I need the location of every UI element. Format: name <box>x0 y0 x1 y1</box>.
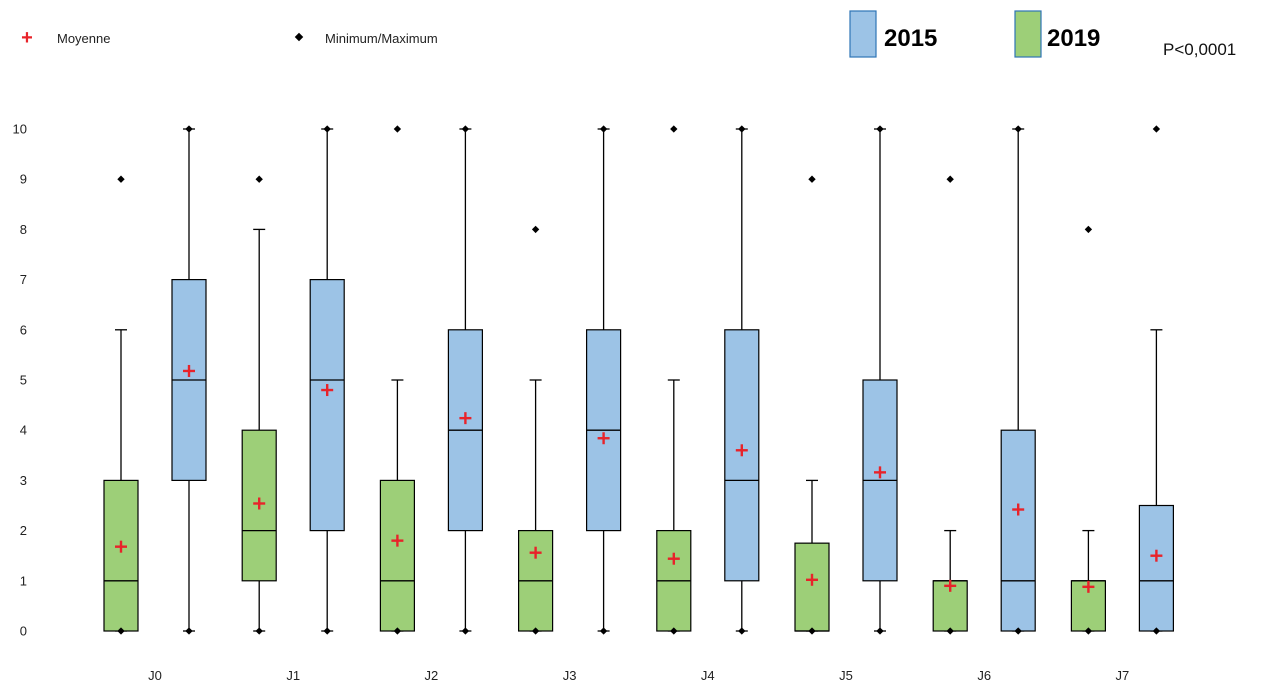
box-2015-J4 <box>724 125 760 635</box>
y-tick-label: 1 <box>20 573 27 588</box>
plot-area <box>103 125 1175 635</box>
max-marker <box>117 175 125 183</box>
max-marker <box>670 125 678 133</box>
min-marker <box>461 627 470 635</box>
y-tick-label: 5 <box>20 373 27 388</box>
min-marker <box>946 627 954 635</box>
y-axis: 0 1 2 3 4 5 6 7 8 9 10 <box>13 122 27 639</box>
box-2015-J6 <box>1000 125 1036 635</box>
x-tick-label: J5 <box>839 668 853 683</box>
max-marker <box>531 225 540 234</box>
max-marker <box>946 175 954 183</box>
box-iqr <box>103 479 139 632</box>
box-2015-J2 <box>447 125 483 635</box>
y-tick-label: 6 <box>20 322 27 337</box>
x-tick-label: J6 <box>977 668 991 683</box>
x-tick-label: J1 <box>286 668 300 683</box>
x-tick-label: J4 <box>701 668 715 683</box>
legend-minmax-item: Minimum/Maximum <box>294 31 438 46</box>
max-marker <box>1014 125 1022 133</box>
legend-2019-item: 2019 <box>1014 10 1100 58</box>
legend-mean-marker: + <box>21 27 33 49</box>
max-marker <box>185 125 193 133</box>
x-tick-label: J2 <box>425 668 439 683</box>
max-marker <box>461 125 470 133</box>
box-2015-J1 <box>309 125 345 635</box>
legend-mean-label: Moyenne <box>57 31 110 46</box>
legend: + Moyenne Minimum/Maximum 2015 2019 P<0,… <box>21 10 1236 59</box>
box-2019-J3 <box>517 225 554 635</box>
x-tick-label: J0 <box>148 668 162 683</box>
p-value-annotation: P<0,0001 <box>1163 40 1236 59</box>
min-marker <box>1152 627 1161 635</box>
min-marker <box>185 627 193 635</box>
max-marker <box>1152 125 1161 133</box>
legend-2015-swatch <box>849 10 877 58</box>
box-2019-J7 <box>1070 225 1107 635</box>
box-iqr <box>1138 504 1175 632</box>
box-2019-J0 <box>103 175 139 635</box>
y-tick-label: 2 <box>20 523 27 538</box>
y-tick-label: 10 <box>13 122 27 137</box>
box-2015-J0 <box>171 125 207 635</box>
y-tick-label: 9 <box>20 172 27 187</box>
x-tick-label: J7 <box>1116 668 1130 683</box>
max-marker <box>323 125 331 133</box>
min-marker <box>1014 627 1022 635</box>
max-marker <box>1084 225 1093 234</box>
max-marker <box>393 125 402 133</box>
legend-minmax-marker <box>294 32 304 42</box>
max-marker <box>738 125 746 133</box>
y-tick-label: 7 <box>20 272 27 287</box>
box-2015-J7 <box>1138 125 1175 635</box>
box-iqr <box>1000 429 1036 632</box>
box-2019-J4 <box>656 125 692 635</box>
y-tick-label: 3 <box>20 473 27 488</box>
box-2015-J5 <box>862 125 898 635</box>
y-tick-label: 0 <box>20 624 27 639</box>
legend-2015-label: 2015 <box>884 25 937 52</box>
max-marker <box>808 175 816 183</box>
min-marker <box>531 627 540 635</box>
box-2019-J5 <box>794 175 830 635</box>
box-iqr <box>309 279 345 532</box>
legend-2015-item: 2015 <box>849 10 937 58</box>
min-marker <box>670 627 678 635</box>
min-marker <box>876 627 884 635</box>
box-2019-J6 <box>932 175 968 635</box>
max-marker <box>255 175 263 183</box>
y-tick-label: 8 <box>20 222 27 237</box>
y-tick-label: 4 <box>20 423 27 438</box>
legend-2019-label: 2019 <box>1047 25 1100 52</box>
x-tick-label: J3 <box>563 668 577 683</box>
min-marker <box>808 627 816 635</box>
legend-2019-swatch <box>1014 10 1042 58</box>
min-marker <box>323 627 331 635</box>
max-marker <box>876 125 884 133</box>
min-marker <box>255 627 263 635</box>
legend-minmax-label: Minimum/Maximum <box>325 31 438 46</box>
min-marker <box>1084 627 1093 635</box>
box-2019-J2 <box>379 125 415 635</box>
box-iqr <box>379 479 415 632</box>
x-axis: J0 J1 J2 J3 J4 J5 J6 J7 <box>148 668 1129 683</box>
min-marker <box>393 627 402 635</box>
min-marker <box>599 627 608 635</box>
max-marker <box>599 125 608 133</box>
box-iqr <box>794 542 830 632</box>
box-2019-J1 <box>241 175 277 635</box>
min-marker <box>738 627 746 635</box>
legend-mean-item: + Moyenne <box>21 27 110 49</box>
box-2015-J3 <box>585 125 622 635</box>
